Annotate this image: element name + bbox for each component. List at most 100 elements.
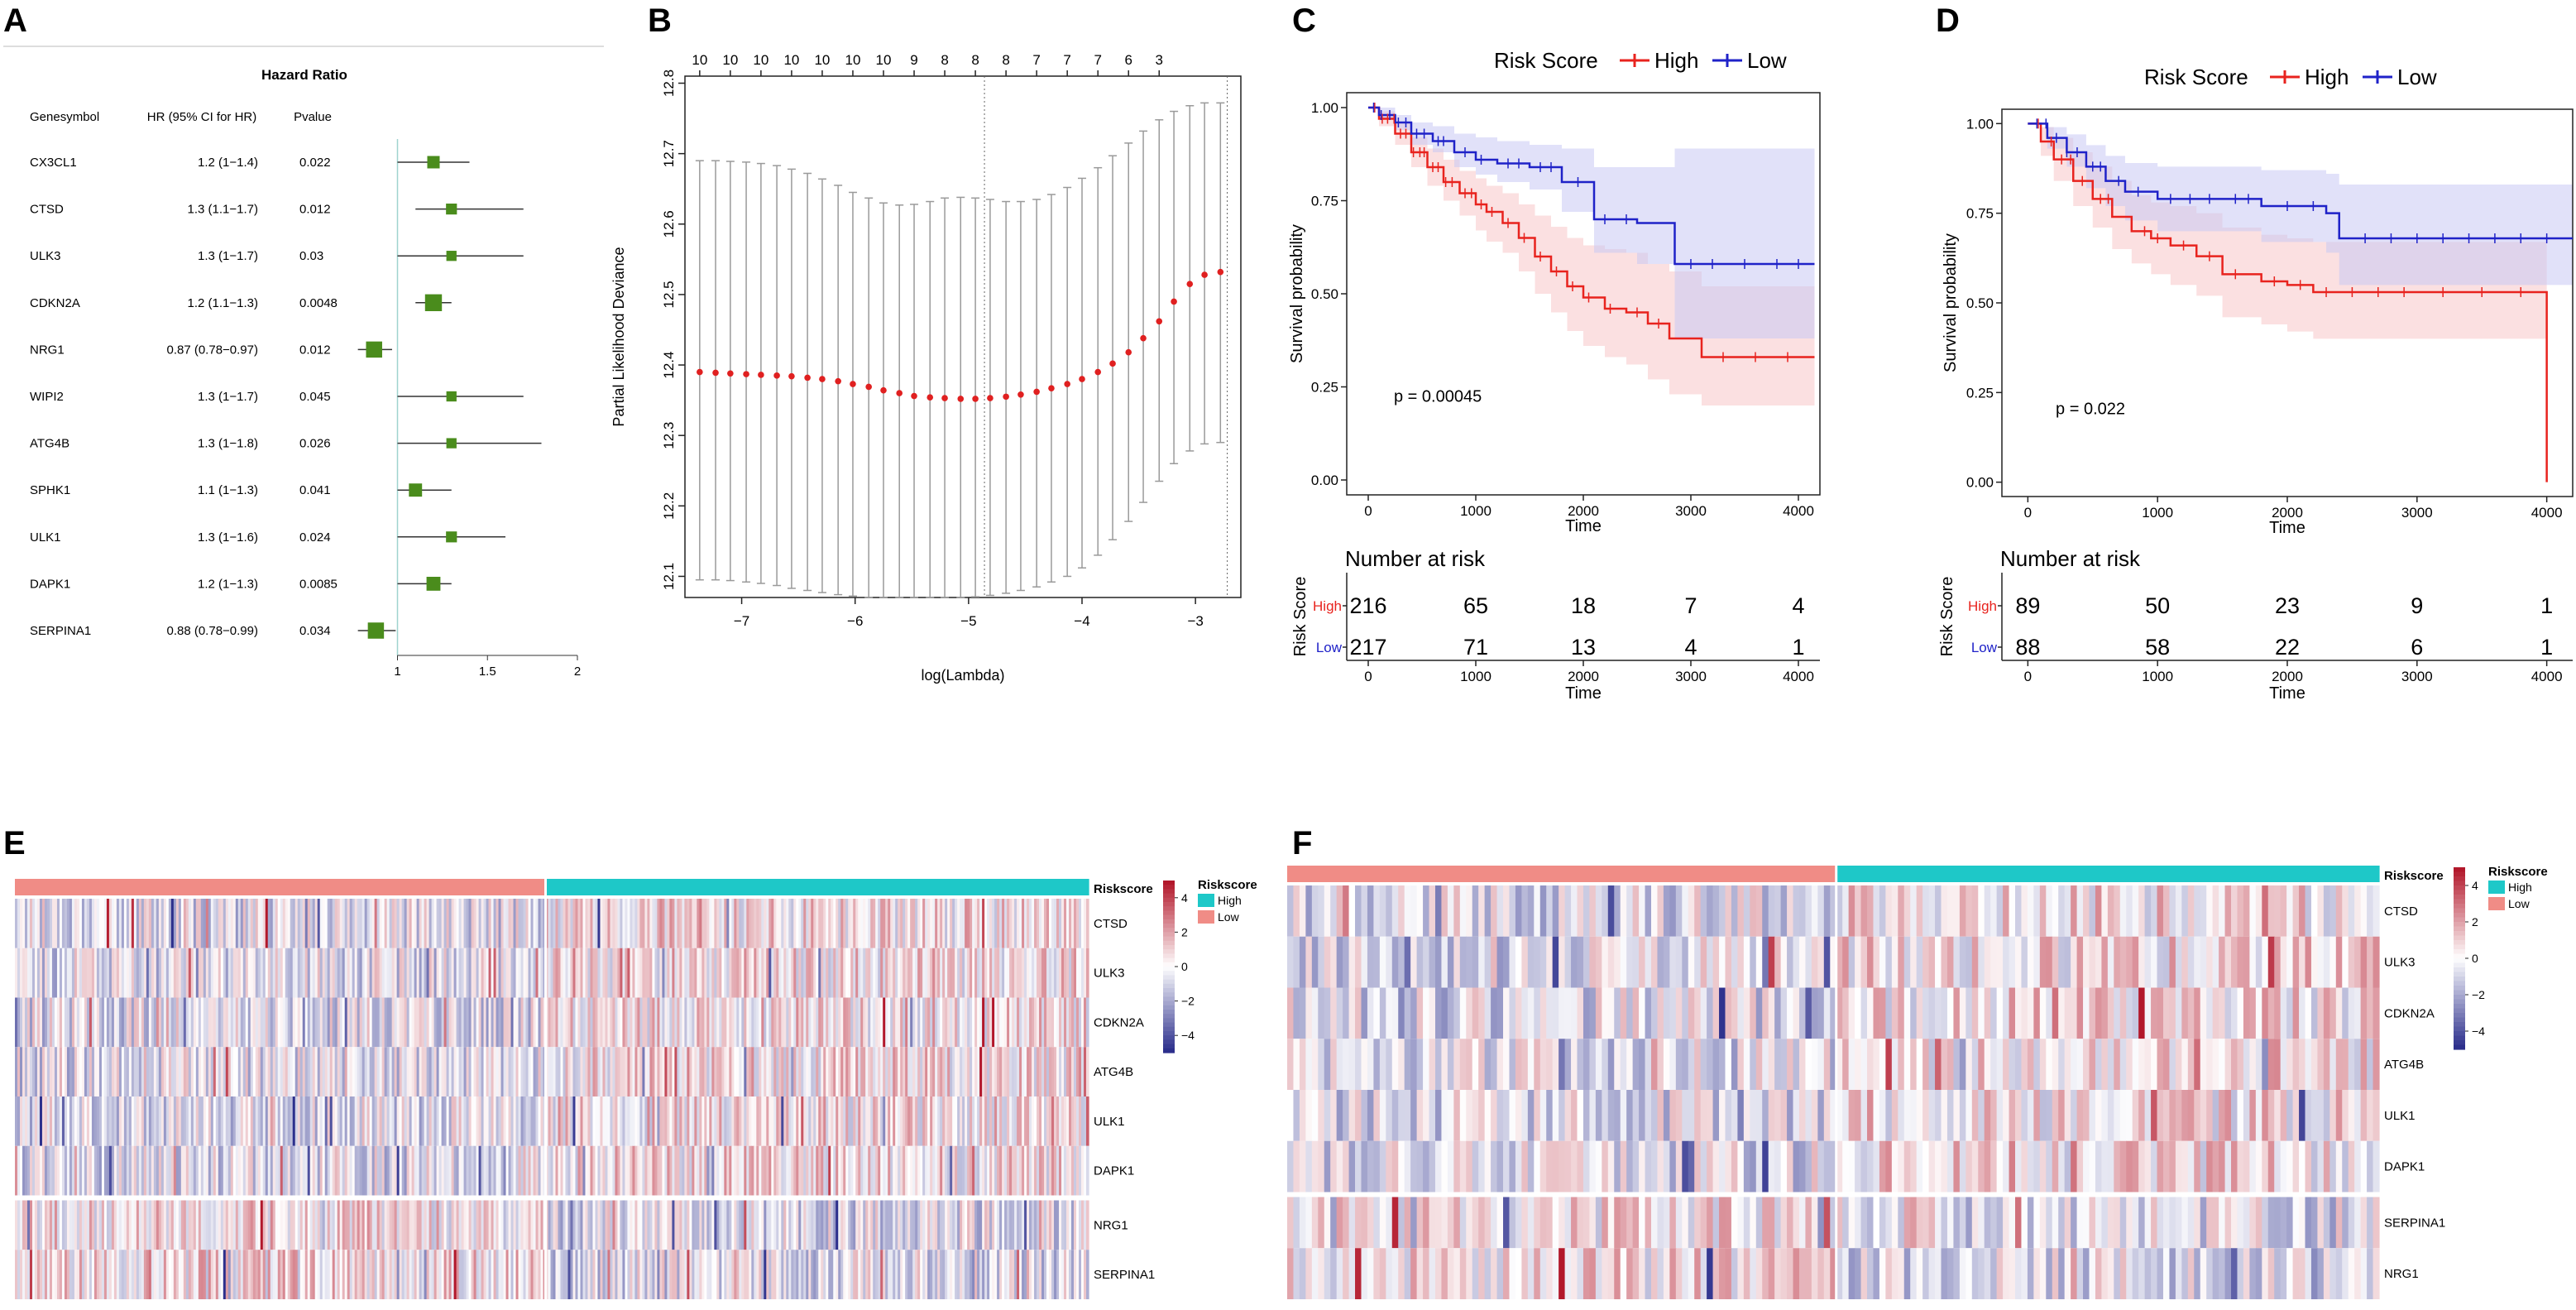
heatmap-cell (456, 1200, 460, 1250)
heatmap-cell (697, 948, 700, 998)
heatmap-cell (701, 899, 705, 948)
heatmap-cell (376, 899, 381, 948)
heatmap-cell (1081, 997, 1085, 1048)
heatmap-cell (473, 997, 477, 1048)
heatmap-cell (632, 1047, 636, 1096)
risk-group-annotation-cell (389, 879, 393, 895)
heatmap-cell (79, 1047, 83, 1096)
heatmap-cell (108, 1200, 113, 1250)
heatmap-cell (935, 1200, 938, 1250)
heatmap-cell (84, 1145, 88, 1196)
risk-group-annotation-cell (1928, 866, 1936, 882)
heatmap-cell (1034, 948, 1037, 998)
risk-x-tick-label: 2000 (2272, 669, 2303, 684)
risk-group-annotation-cell (880, 879, 883, 895)
heatmap-cell (2083, 936, 2090, 988)
heatmap-cell (652, 1250, 656, 1299)
heatmap-cell (940, 899, 943, 948)
heatmap-cell (714, 1145, 717, 1196)
heatmap-cell (632, 1145, 636, 1196)
heatmap-cell (2187, 936, 2195, 988)
heatmap-cell (220, 899, 224, 948)
heatmap-cell (687, 1047, 690, 1096)
heatmap-cell (369, 997, 373, 1048)
heatmap-cell (74, 899, 78, 948)
heatmap-cell (530, 1250, 534, 1299)
heatmap-cell (466, 1200, 470, 1250)
risk-group-annotation-cell (555, 879, 559, 895)
heatmap-cell (746, 899, 749, 948)
y-axis-label: Survival probability (1288, 224, 1306, 363)
heatmap-cell (960, 1145, 963, 1196)
heatmap-cell (694, 1047, 697, 1096)
risk-group-annotation-cell (113, 879, 117, 895)
heatmap-cell (689, 1250, 692, 1299)
risk-group-annotation-cell (391, 879, 395, 895)
heatmap-cell (520, 1096, 524, 1146)
heatmap-cell (572, 1145, 577, 1196)
heatmap-cell (622, 1047, 626, 1096)
risk-group-annotation-cell (2367, 866, 2374, 882)
heatmap-cell (458, 899, 462, 948)
heatmap-cell (121, 1096, 125, 1146)
heatmap-cell (642, 1096, 646, 1146)
heatmap-cell (823, 899, 826, 948)
heatmap-cell (935, 899, 938, 948)
heatmap-cell (371, 899, 376, 948)
heatmap-cell (716, 997, 720, 1048)
heatmap-cell (265, 948, 269, 998)
heatmap-cell (677, 1145, 680, 1196)
heatmap-cell (865, 997, 869, 1048)
heatmap-cell (1081, 1200, 1085, 1250)
heatmap-cell (791, 1096, 794, 1146)
heatmap-cell (508, 899, 512, 948)
heatmap-cell (699, 899, 702, 948)
risk-group-annotation-cell (1032, 879, 1035, 895)
heatmap-cell (1509, 936, 1516, 988)
heatmap-cell (744, 1047, 747, 1096)
heatmap-cell (597, 948, 601, 998)
heatmap-cell (374, 1047, 378, 1096)
heatmap-cell (362, 997, 366, 1048)
heatmap-cell (76, 1250, 80, 1299)
heatmap-cell (764, 1047, 767, 1096)
risk-group-annotation-cell (1441, 866, 1448, 882)
heatmap-cell (1069, 1250, 1072, 1299)
heatmap-cell (885, 1145, 888, 1196)
heatmap-cell (922, 1250, 926, 1299)
heatmap-cell (803, 1047, 807, 1096)
heatmap-cell (1639, 885, 1646, 937)
heatmap-cell (24, 1096, 28, 1146)
heatmap-cell (374, 1200, 378, 1250)
risk-group-annotation-cell (2187, 866, 2195, 882)
heatmap-cell (570, 997, 574, 1048)
heatmap-cell (915, 1250, 918, 1299)
heatmap-cell (314, 1145, 318, 1196)
heatmap-cell (1823, 936, 1831, 988)
heatmap-cell (719, 1250, 722, 1299)
heatmap-cell (622, 1200, 626, 1250)
heatmap-cell (704, 1096, 707, 1146)
heatmap-cell (183, 1096, 187, 1146)
heatmap-cell (756, 1250, 759, 1299)
heatmap-cell (218, 1250, 222, 1299)
heatmap-cell (1069, 997, 1072, 1048)
risk-group-annotation-cell (2354, 866, 2362, 882)
heatmap-cell (51, 997, 55, 1048)
heatmap-cell (798, 899, 802, 948)
heatmap-cell (572, 1047, 577, 1096)
heatmap-cell (602, 1047, 606, 1096)
heatmap-cell (213, 997, 217, 1048)
heatmap-cell (1044, 1200, 1047, 1250)
pvalue-label: 0.0048 (299, 296, 338, 310)
heatmap-cell (240, 1200, 244, 1250)
heatmap-cell (188, 1047, 192, 1096)
risk-group-annotation-cell (873, 879, 876, 895)
heatmap-cell (868, 1250, 871, 1299)
heatmap-cell (850, 1047, 854, 1096)
heatmap-cell (952, 1200, 955, 1250)
risk-group-annotation-cell (595, 879, 599, 895)
heatmap-cell (116, 948, 120, 998)
risk-group-annotation-cell (1755, 866, 1763, 882)
